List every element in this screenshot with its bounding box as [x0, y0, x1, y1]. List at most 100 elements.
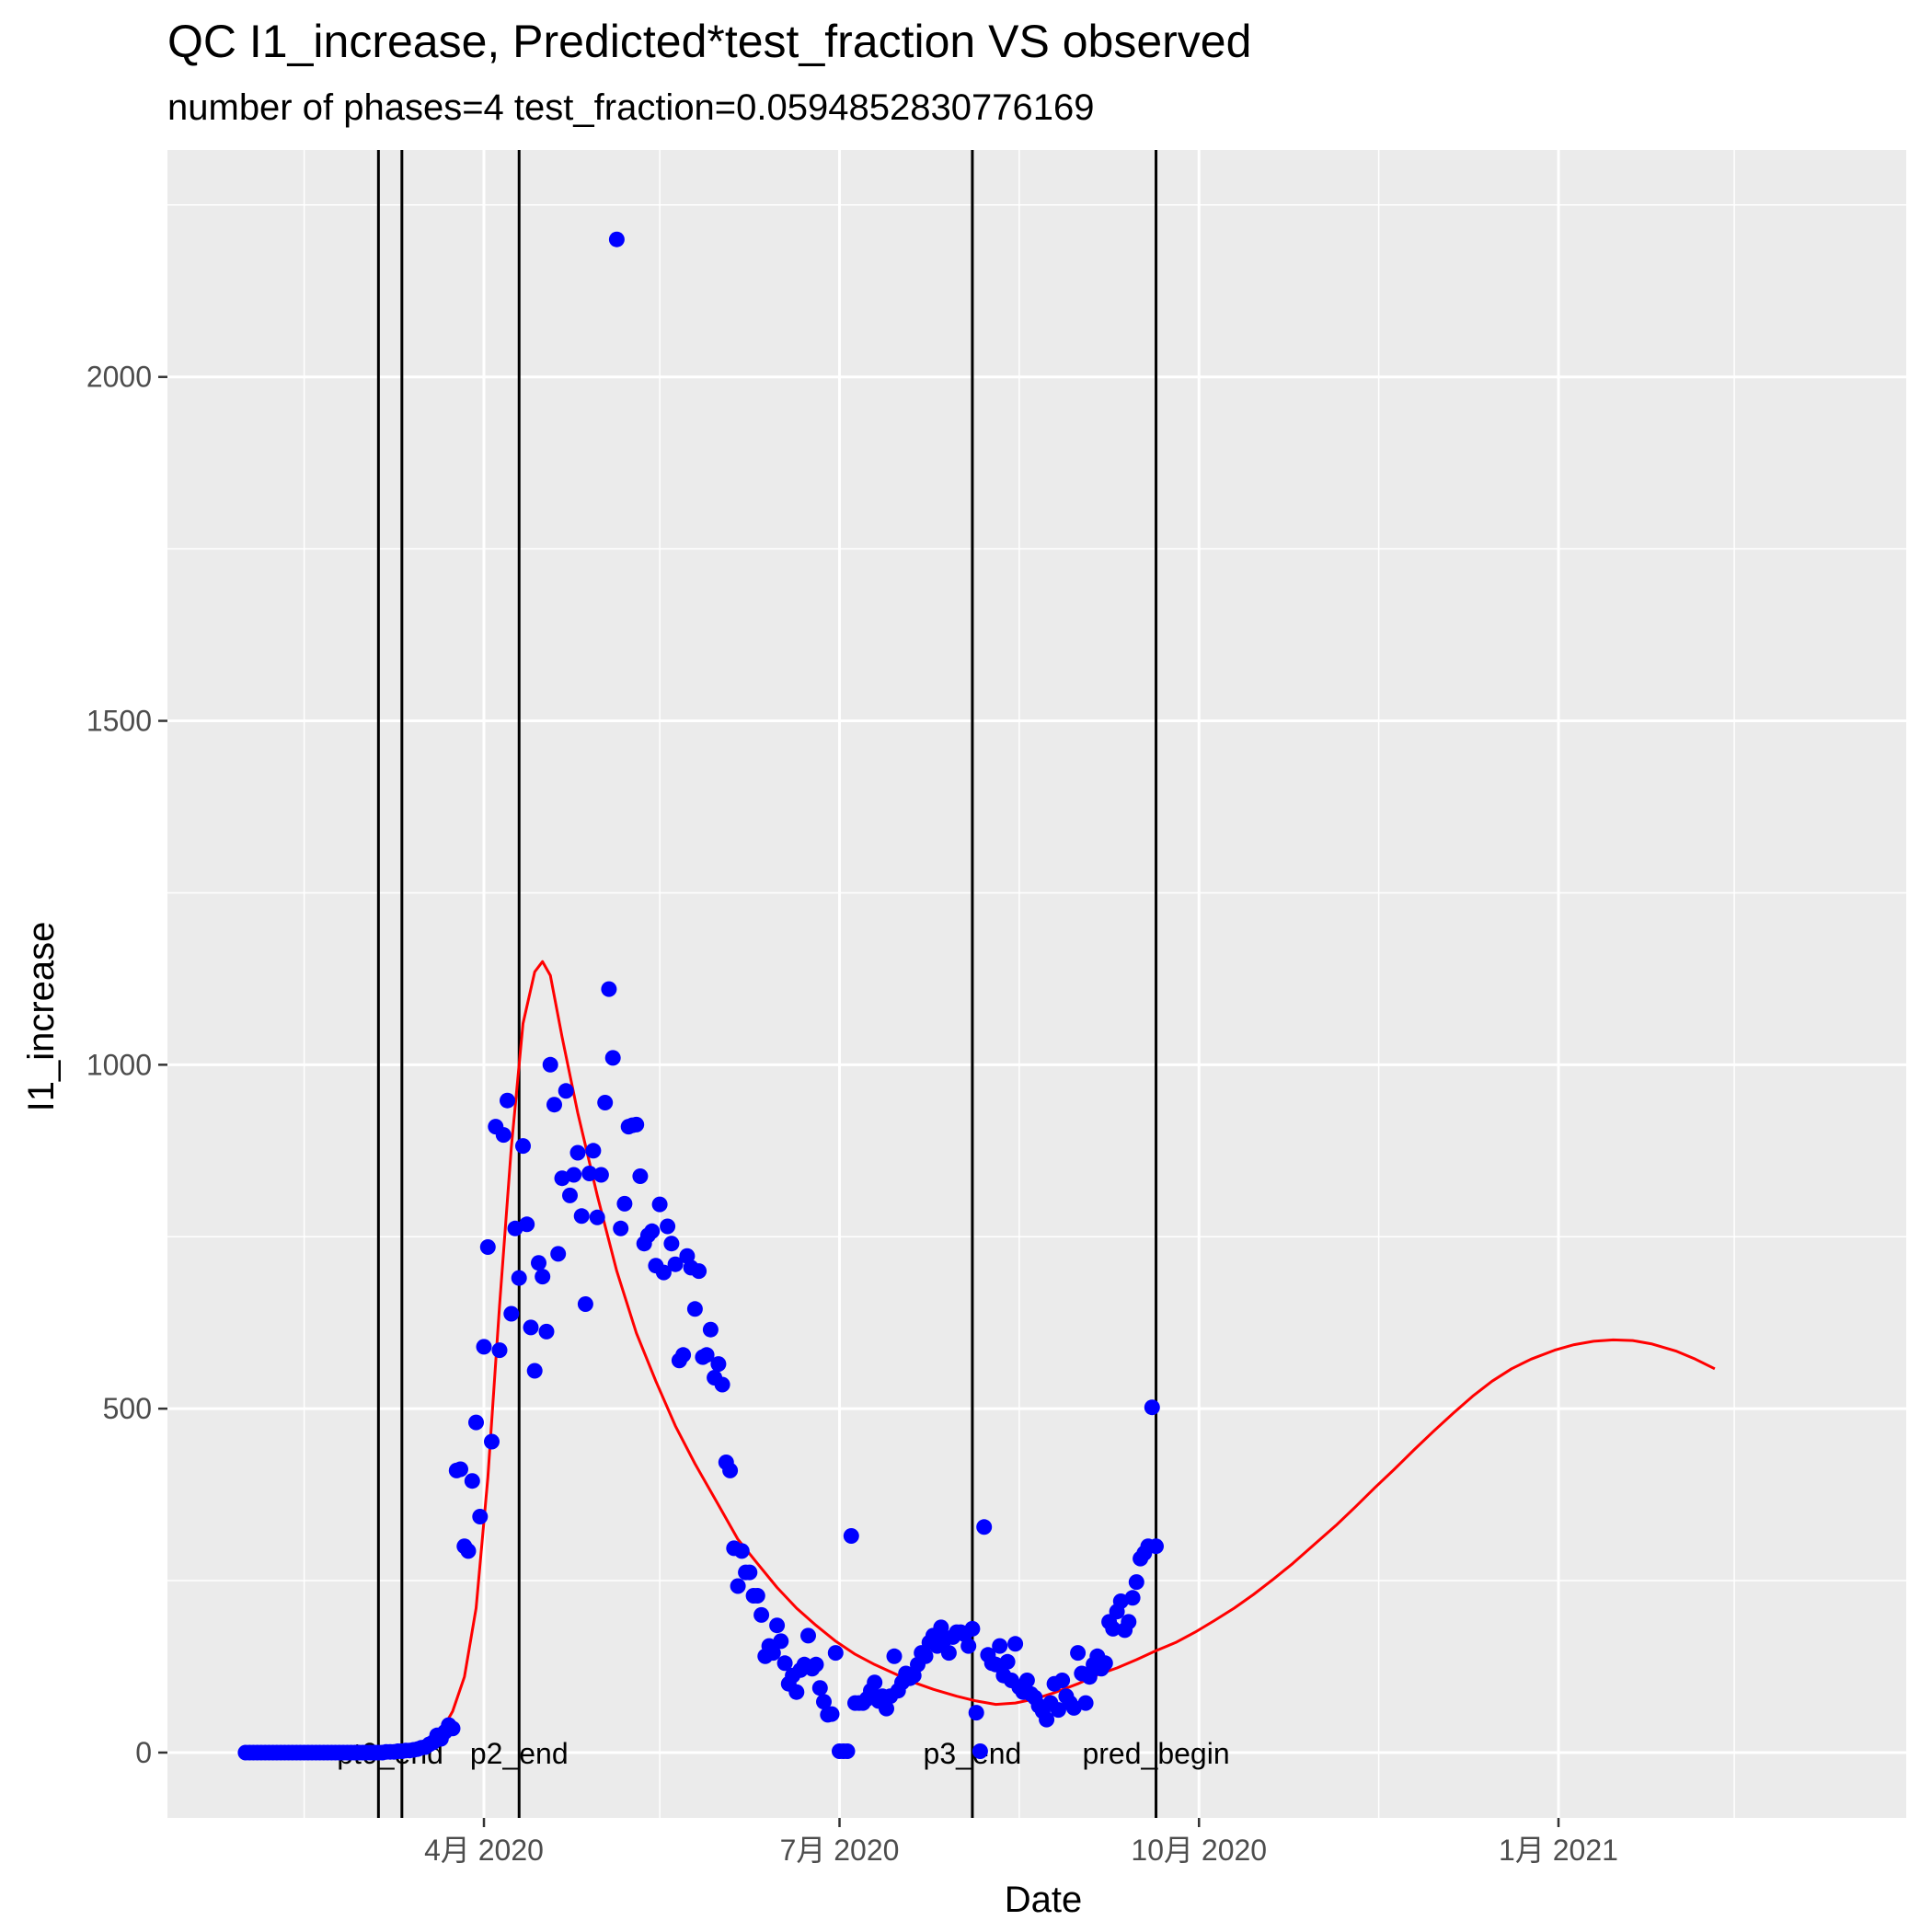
observed-point: [597, 1095, 614, 1110]
predicted-series: [401, 960, 1716, 1754]
observed-point: [992, 1638, 1008, 1654]
observed-point: [503, 1305, 520, 1322]
observed-point: [464, 1473, 480, 1489]
observed-point: [839, 1743, 856, 1759]
observed-point: [714, 1376, 730, 1393]
y-tick-label: 1000: [86, 1048, 152, 1081]
observed-point: [1124, 1590, 1141, 1606]
observed-point: [616, 1195, 633, 1212]
observed-point: [500, 1092, 515, 1109]
observed-point: [1039, 1711, 1055, 1728]
observed-point: [1105, 1620, 1121, 1637]
y-axis: 0 500 1000 1500 2000: [86, 361, 167, 1769]
x-tick-label: 10月 2020: [1131, 1834, 1267, 1867]
observed-point: [468, 1414, 484, 1431]
observed-point: [573, 1208, 590, 1225]
observed-point: [1070, 1645, 1087, 1662]
observed-point: [542, 1056, 558, 1073]
observed-point: [940, 1645, 957, 1662]
y-tick-label: 500: [103, 1392, 152, 1425]
major-gridlines: [167, 150, 1906, 1818]
observed-point: [808, 1656, 824, 1673]
observed-point: [1128, 1574, 1144, 1591]
observed-point: [776, 1655, 793, 1672]
observed-point: [698, 1347, 715, 1363]
observed-point: [608, 231, 625, 247]
observed-point: [773, 1633, 789, 1650]
observed-point: [917, 1648, 934, 1664]
observed-point: [1121, 1614, 1137, 1630]
observed-point: [577, 1296, 593, 1312]
observed-point: [816, 1694, 832, 1710]
observed-point: [1148, 1538, 1164, 1555]
observed-point: [1081, 1669, 1098, 1685]
chart-subtitle: number of phases=4 test_fraction=0.05948…: [167, 87, 1094, 128]
observed-point: [702, 1321, 719, 1338]
observed-point: [550, 1246, 567, 1262]
observed-point: [867, 1674, 883, 1691]
phase-label: p2_end: [470, 1737, 569, 1770]
observed-point: [511, 1270, 527, 1286]
observed-point: [604, 1050, 621, 1066]
observed-point: [585, 1143, 602, 1159]
observed-point: [628, 1116, 645, 1133]
observed-point: [569, 1144, 586, 1161]
observed-point: [562, 1187, 578, 1203]
observed-point: [592, 1167, 609, 1183]
observed-point: [566, 1167, 582, 1183]
observed-point: [1007, 1636, 1024, 1652]
observed-point: [843, 1528, 859, 1544]
observed-point: [823, 1706, 840, 1722]
observed-point: [460, 1543, 477, 1559]
observed-point: [960, 1638, 977, 1654]
observed-point: [655, 1264, 672, 1281]
x-tick-label: 7月 2020: [780, 1834, 900, 1867]
observed-point: [769, 1617, 786, 1634]
observed-point: [1097, 1655, 1113, 1672]
observed-point: [976, 1519, 993, 1535]
x-axis-title: Date: [1005, 1880, 1083, 1920]
x-axis: 4月 2020 7月 2020 10月 2020 1月 2021: [424, 1818, 1618, 1867]
observed-point: [519, 1216, 535, 1233]
x-tick-label: 4月 2020: [424, 1834, 544, 1867]
observed-point: [1112, 1593, 1129, 1609]
observed-point: [1018, 1673, 1035, 1688]
observed-point: [827, 1645, 844, 1662]
observed-point: [733, 1543, 750, 1559]
observed-point: [581, 1166, 598, 1181]
observed-point: [742, 1564, 758, 1581]
observed-point: [515, 1138, 531, 1155]
observed-point: [968, 1705, 984, 1721]
y-tick-label: 0: [135, 1736, 152, 1769]
observed-point: [675, 1347, 692, 1363]
observed-point: [811, 1680, 828, 1696]
observed-point: [1050, 1702, 1066, 1719]
observed-point: [972, 1743, 988, 1759]
minor-gridlines: [167, 150, 1906, 1818]
observed-point: [710, 1356, 727, 1373]
plot-panel: [167, 150, 1906, 1818]
observed-point: [987, 1656, 1004, 1673]
observed-point: [538, 1323, 555, 1340]
observed-point: [1144, 1399, 1160, 1416]
phase-label: p3_end: [924, 1737, 1022, 1770]
observed-point: [964, 1620, 981, 1637]
observed-point: [886, 1648, 903, 1664]
observed-point: [479, 1239, 496, 1255]
predicted-line: [401, 960, 1716, 1754]
observed-point: [546, 1097, 562, 1113]
observed-point: [1065, 1699, 1082, 1716]
x-tick-label: 1月 2021: [1499, 1834, 1618, 1867]
observed-point: [453, 1461, 468, 1478]
observed-point: [667, 1256, 684, 1272]
observed-point: [879, 1700, 894, 1717]
observed-point: [1077, 1695, 1094, 1711]
observed-point: [663, 1236, 680, 1252]
observed-point: [484, 1433, 500, 1450]
chart-title: QC I1_increase, Predicted*test_fraction …: [167, 16, 1251, 67]
observed-point: [444, 1720, 461, 1737]
observed-point: [495, 1127, 512, 1144]
observed-point: [749, 1588, 765, 1604]
observed-point: [753, 1606, 770, 1623]
observed-point: [601, 981, 617, 997]
